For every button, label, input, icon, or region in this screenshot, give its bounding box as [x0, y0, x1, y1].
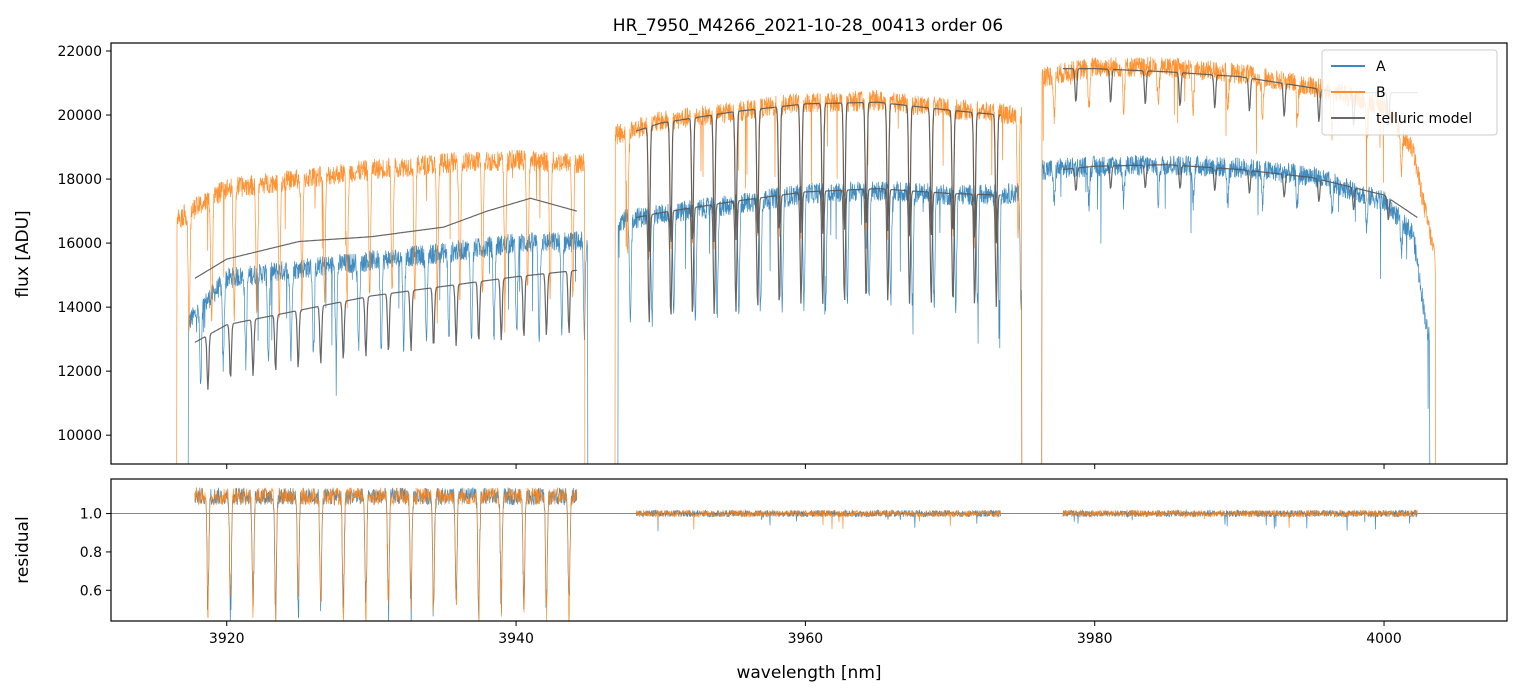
series-telluric-model-segment-1 [194, 269, 577, 390]
residual-y-tick-label: 0.8 [80, 545, 102, 561]
residual-y-tick-label: 1.0 [80, 507, 102, 523]
series-a-segment-2 [1041, 155, 1431, 464]
flux-y-tick-label: 22000 [57, 44, 102, 60]
residual-x-ticks: 3920 3940 3960 3980 4000 [209, 621, 1402, 647]
flux-y-tick-label: 20000 [57, 108, 102, 124]
flux-y-tick-label: 18000 [57, 172, 102, 188]
flux-axes-frame [110, 42, 1508, 465]
legend-label-b: B [1376, 85, 1386, 101]
series-telluric-model-segment-2 [635, 101, 1001, 252]
residual-x-tick-label: 3960 [788, 631, 824, 647]
flux-y-tick-label: 14000 [57, 300, 102, 316]
residual-y-axis-label: residual [13, 516, 33, 583]
series-a-segment-1 [617, 180, 1023, 464]
flux-y-tick-label: 10000 [57, 428, 102, 444]
residual-y-ticks: 0.6 0.8 1.0 [80, 507, 111, 599]
legend: A B telluric model [1321, 49, 1498, 136]
flux-y-axis-label: flux [ADU] [13, 210, 33, 297]
legend-label-a: A [1376, 59, 1386, 75]
legend-entry-telluric-model: telluric model [1331, 111, 1472, 127]
flux-y-tick-label: 16000 [57, 236, 102, 252]
residual-x-tick-label: 3940 [498, 631, 534, 647]
flux-panel: 10000 12000 14000 16000 18000 20000 22000 flux… [13, 42, 1508, 469]
series-telluric-model-segment-0 [194, 197, 577, 279]
series-telluric-model-segment-5 [1062, 164, 1418, 221]
residual-axes-frame [110, 478, 1508, 622]
x-axis-label: wavelength [nm] [736, 663, 881, 683]
residual-panel: 0.60.81.0 3920 3940 3960 3980 4000 residual … [13, 478, 1508, 683]
residual-x-tick-label: 4000 [1366, 631, 1402, 647]
residual-b-segment-2 [1062, 509, 1418, 528]
series-b-segment-0 [176, 149, 586, 464]
series-a-segment-0 [187, 230, 589, 464]
residual-x-tick-label: 3980 [1077, 631, 1113, 647]
chart-title: HR_7950_M4266_2021-10-28_00413 order 06 [613, 16, 1003, 36]
legend-frame [1321, 49, 1498, 136]
legend-label-telluric-model: telluric model [1376, 111, 1472, 127]
flux-x-ticks [226, 464, 1385, 469]
flux-y-ticks: 10000 12000 14000 16000 18000 20000 22000 [57, 44, 111, 444]
flux-y-tick-label: 12000 [57, 364, 102, 380]
residual-b-segment-1 [635, 509, 1002, 530]
legend-entry-b: B [1331, 85, 1386, 101]
legend-entry-a: A [1331, 59, 1386, 75]
residual-y-tick-label: 0.6 [80, 583, 102, 599]
residual-b-segment-0 [194, 487, 578, 621]
series-telluric-model-segment-3 [635, 188, 1001, 323]
residual-x-tick-label: 3920 [209, 631, 245, 647]
